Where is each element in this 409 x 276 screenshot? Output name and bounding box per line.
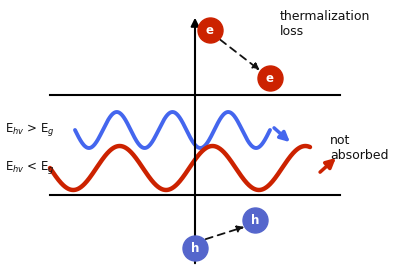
Text: not
absorbed: not absorbed bbox=[330, 134, 389, 162]
Text: e: e bbox=[206, 23, 214, 36]
Text: h: h bbox=[251, 214, 259, 227]
Text: h: h bbox=[191, 242, 199, 254]
Text: E$_{hv}$ > E$_g$: E$_{hv}$ > E$_g$ bbox=[5, 121, 55, 139]
Text: E$_{hv}$ < E$_g$: E$_{hv}$ < E$_g$ bbox=[5, 160, 55, 176]
Text: thermalization
loss: thermalization loss bbox=[280, 10, 371, 38]
Text: e: e bbox=[266, 71, 274, 84]
